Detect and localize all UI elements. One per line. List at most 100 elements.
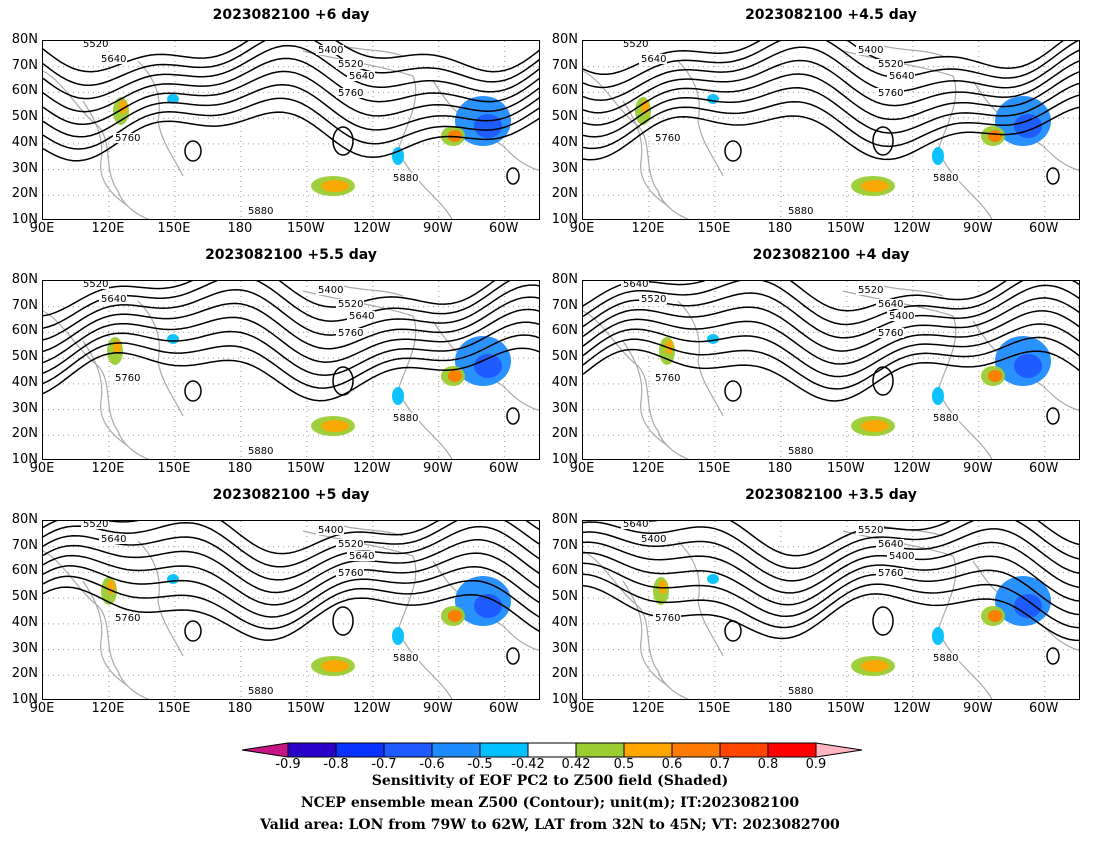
lon-tick-label: 120W (892, 701, 931, 716)
coastline (677, 60, 724, 177)
contour-label: 5400 (889, 311, 914, 322)
contour-label-bg (876, 539, 904, 549)
contour-label-bg (639, 54, 667, 64)
panel-title: 2023082100 +5 day (212, 487, 370, 503)
coastline (342, 45, 404, 57)
lon-tick-label: 60W (1029, 221, 1059, 236)
z500-contour (43, 321, 539, 377)
lon-tick-label: 150E (157, 221, 191, 236)
lat-tick-label: 40N (551, 134, 578, 150)
z500-contour (43, 575, 539, 630)
contour-label-bg (621, 521, 649, 529)
colorbar-tick-label: -0.8 (323, 757, 349, 772)
lon-tick-label: 150E (157, 461, 191, 476)
contour-label: 5760 (115, 613, 140, 624)
contour-label: 5520 (878, 59, 903, 70)
coastline (82, 580, 129, 687)
coastline (302, 290, 453, 459)
contour-label: 5760 (338, 328, 363, 339)
colorbar-tick-label: 0.6 (661, 757, 683, 772)
contour-label-bg (856, 45, 884, 55)
lat-tick-label: 50N (551, 109, 578, 125)
lat-tick-label: 30N (11, 400, 38, 416)
lon-tick-label: 60W (1029, 461, 1059, 476)
contour-label-bg (347, 551, 375, 561)
contour-label-bg (931, 653, 959, 663)
lat-tick-label: 60N (11, 323, 38, 339)
contour-label-bg (786, 446, 814, 456)
contour-label-bg (336, 88, 364, 98)
coastline (137, 60, 184, 177)
coastline (302, 50, 453, 219)
contour-label-bg (336, 568, 364, 578)
contour-label-bg (887, 71, 915, 81)
panel-title: 2023082100 +3.5 day (745, 487, 917, 503)
colorbar-tick-label: -0.9 (275, 757, 301, 772)
z500-contour (43, 521, 539, 568)
z500-closed-contour (506, 167, 520, 185)
z500-closed-contour (1046, 407, 1060, 425)
contour-label: 5880 (393, 653, 418, 664)
lon-tick-label: 90E (29, 461, 55, 476)
contour-label-bg (876, 328, 904, 338)
lat-tick-label: 80N (11, 272, 38, 287)
contour-label-bg (876, 59, 904, 69)
colorbar-tick-label: 0.5 (613, 757, 635, 772)
contour-label-bg (81, 41, 109, 49)
contour-label: 5760 (655, 133, 680, 144)
z500-contour (43, 539, 539, 594)
sensitivity-shading (167, 334, 179, 344)
lon-tick-label: 150W (286, 461, 325, 476)
sensitivity-shading (474, 114, 502, 138)
sensitivity-shading (659, 580, 667, 594)
lat-tick-label: 80N (551, 32, 578, 47)
contour-label-bg (336, 59, 364, 69)
contour-label: 5760 (655, 373, 680, 384)
sensitivity-shading (861, 660, 889, 672)
z500-contour (583, 46, 1079, 102)
lon-tick-label: 120E (631, 461, 665, 476)
lon-tick-label: 120E (631, 221, 665, 236)
caption-line-1: Sensitivity of EOF PC2 to Z500 field (Sh… (371, 773, 729, 789)
z500-contour (583, 562, 1079, 618)
contour-label: 5760 (878, 88, 903, 99)
lat-tick-label: 50N (11, 589, 38, 605)
contour-label: 5880 (788, 446, 813, 457)
sensitivity-shading (167, 94, 179, 104)
contour-label: 5880 (393, 413, 418, 424)
sensitivity-shading (988, 130, 1002, 142)
lon-tick-label: 120E (91, 701, 125, 716)
lat-tick-label: 10N (551, 212, 578, 227)
lon-tick-label: 120E (91, 221, 125, 236)
lon-tick-label: 60W (1029, 701, 1059, 716)
sensitivity-shading (392, 627, 404, 645)
z500-contour (583, 71, 1079, 126)
contour-label: 5880 (248, 206, 273, 217)
z500-closed-contour (1046, 167, 1060, 185)
contour-label: 5880 (933, 413, 958, 424)
lat-tick-label: 30N (551, 400, 578, 416)
coastline (342, 285, 404, 297)
lat-tick-label: 80N (11, 32, 38, 47)
lon-tick-label: 120W (352, 701, 391, 716)
contour-label: 5880 (788, 686, 813, 697)
contour-label: 5640 (623, 281, 648, 290)
sensitivity-shading (392, 147, 404, 165)
lon-tick-label: 180 (227, 701, 253, 716)
contour-label-bg (639, 534, 667, 544)
z500-closed-contour (1046, 647, 1060, 665)
lat-tick-label: 40N (11, 614, 38, 630)
sensitivity-shading (474, 594, 502, 618)
contour-label-bg (856, 285, 884, 295)
contour-label: 5520 (83, 521, 108, 530)
lon-tick-label: 90W (423, 461, 453, 476)
lon-tick-label: 150W (826, 461, 865, 476)
map-plot: 5640 5400 5520 5640 5400 5760 5760 5880 5880 (582, 520, 1080, 700)
caption-line-3: Valid area: LON from 79W to 62W, LAT fro… (260, 817, 840, 833)
sensitivity-shading (474, 354, 502, 378)
z500-contour (583, 94, 1079, 150)
lat-tick-label: 10N (11, 452, 38, 467)
